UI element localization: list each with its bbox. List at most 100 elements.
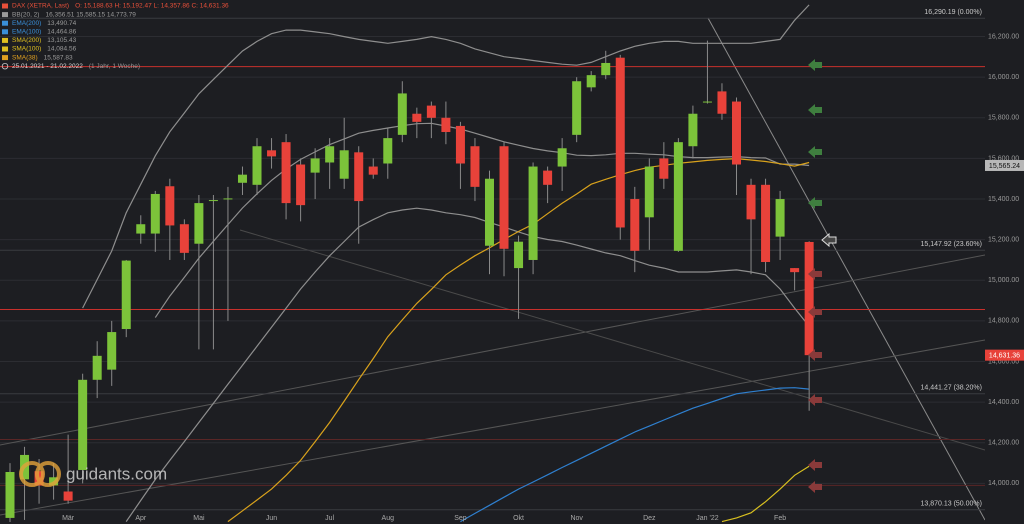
indicator-line	[125, 207, 810, 522]
candle-body	[223, 198, 233, 200]
candle-body	[732, 101, 741, 165]
candle-body	[78, 379, 88, 470]
candle-body	[194, 203, 204, 244]
candle-body	[208, 200, 218, 202]
candle-body	[397, 93, 407, 135]
legend-name: EMA(200)	[12, 20, 41, 27]
legend-values: 15,587.83	[44, 54, 73, 61]
arrow	[808, 197, 822, 209]
legend-values: 14,084.56	[47, 46, 76, 53]
candle-body	[5, 472, 15, 518]
indicator-line	[82, 4, 810, 309]
candle-body	[761, 184, 771, 262]
legend-values: 13,490.74	[47, 20, 76, 27]
candle-body	[354, 152, 364, 202]
candle-body	[717, 91, 727, 114]
x-tick-label: Feb	[774, 515, 786, 522]
candle-body	[339, 150, 349, 179]
arrow	[808, 146, 822, 158]
candle-body	[383, 138, 393, 164]
y-tick-label: 14,400.00	[988, 399, 1019, 406]
y-tick-label: 15,200.00	[988, 237, 1019, 244]
candle-body	[615, 57, 625, 228]
candle-body	[659, 158, 669, 179]
candle-body	[514, 241, 524, 269]
candle-body	[165, 186, 175, 226]
y-tick-label: 14,800.00	[988, 318, 1019, 325]
candle-body	[412, 113, 422, 122]
candle-body	[455, 125, 465, 164]
y-tick-label: 15,800.00	[988, 115, 1019, 122]
trend-line	[239, 229, 985, 451]
y-tick-label: 16,000.00	[988, 74, 1019, 81]
candle-body	[499, 146, 509, 249]
candle-body	[804, 241, 814, 356]
candle-body	[775, 199, 785, 237]
price-marker-label: 15,565.24	[989, 163, 1020, 170]
legend-swatch	[2, 29, 8, 35]
candle-body	[644, 166, 654, 218]
candle-body	[543, 170, 553, 185]
legend-values: 13,105.43	[47, 37, 76, 44]
plot	[0, 4, 985, 523]
price-marker-label: 14,631.36	[989, 352, 1020, 359]
legend-values: 14,464.86	[47, 29, 76, 36]
candle-body	[281, 142, 291, 204]
arrow	[808, 268, 822, 280]
legend-name: SMA(200)	[12, 37, 41, 44]
candle-body	[121, 260, 131, 330]
indicator-line	[227, 157, 810, 523]
legend-name: 25.01.2021 - 21.02.2022	[12, 63, 83, 70]
trend-line	[0, 254, 985, 446]
x-tick-label: Apr	[135, 515, 147, 522]
fib-label: 14,441.27 (38.20%)	[921, 385, 983, 392]
candle-body	[470, 146, 480, 187]
arrow	[808, 59, 822, 71]
y-tick-label: 16,200.00	[988, 33, 1019, 40]
fib-label: 16,290.19 (0.00%)	[924, 9, 982, 16]
candle-body	[702, 101, 712, 103]
price-axis: 14,000.00 14,200.00 14,400.00 14,600.00 14,8…	[985, 33, 1024, 487]
logo-ring	[35, 461, 61, 487]
arrow	[808, 104, 822, 116]
arrow	[808, 306, 822, 318]
legend-swatch	[2, 12, 8, 18]
x-tick-label: Jan '22	[696, 515, 718, 522]
x-tick-label: Jul	[325, 515, 334, 522]
legend-name: BB(20, 2)	[12, 11, 39, 18]
candle-body	[673, 142, 683, 251]
candle-body	[790, 268, 800, 273]
candle-body	[179, 224, 189, 253]
logo-ring	[19, 461, 45, 487]
x-tick-label: Nov	[570, 515, 583, 522]
legend: DAX (XETRA, Last) O: 15,188.63 H: 15,192.…	[1, 3, 229, 70]
indicator-line	[460, 387, 810, 523]
arrow	[808, 349, 822, 361]
y-tick-label: 14,200.00	[988, 440, 1019, 447]
candle-body	[296, 164, 306, 206]
candle-body	[107, 332, 117, 370]
legend-name: EMA(100)	[12, 29, 41, 36]
y-tick-label: 14,000.00	[988, 480, 1019, 487]
candle-body	[426, 105, 436, 118]
indicator-line	[154, 122, 810, 318]
candle-body	[586, 75, 596, 88]
legend-swatch	[2, 3, 8, 9]
legend-values: (1 Jahr, 1 Woche)	[89, 63, 140, 70]
trend-lines	[0, 17, 985, 521]
candle-body	[92, 355, 102, 380]
candle-body	[484, 178, 494, 246]
candle-body	[630, 199, 640, 251]
candle-body	[746, 184, 756, 220]
candle-body	[267, 150, 277, 157]
price-marker	[985, 159, 1024, 171]
y-tick-label: 15,400.00	[988, 196, 1019, 203]
x-tick-label: Mär	[62, 515, 75, 522]
legend-swatch	[2, 46, 8, 52]
x-tick-label: Dez	[643, 515, 656, 522]
legend-swatch	[2, 37, 8, 43]
candle-body	[252, 146, 262, 185]
x-tick-label: Aug	[382, 515, 395, 522]
